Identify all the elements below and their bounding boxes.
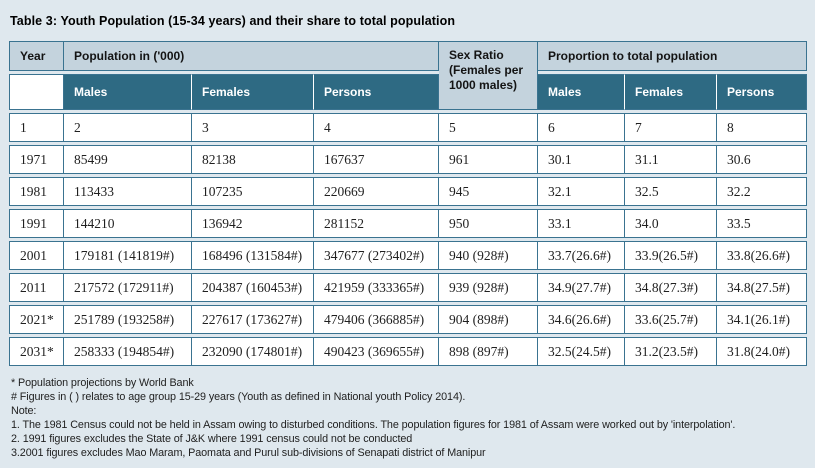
cell-males: 251789 (193258#) [64,305,192,334]
cell-p_persons: 33.5 [717,209,807,238]
footnote-note-label: Note: [11,405,37,417]
cell-p_females: 34.8(27.3#) [625,273,717,302]
cell-p_males: 34.6(26.6#) [538,305,625,334]
cell-sex_ratio: 961 [439,145,538,174]
column-number: 7 [625,113,717,142]
cell-p_males: 33.7(26.6#) [538,241,625,270]
cell-males: 144210 [64,209,192,238]
cell-males: 179181 (141819#) [64,241,192,270]
cell-males: 113433 [64,177,192,206]
footnotes: * Population projections by World Bank #… [11,376,806,460]
column-header-proportion-males: Males [538,74,625,110]
cell-p_females: 33.9(26.5#) [625,241,717,270]
cell-females: 136942 [192,209,314,238]
cell-p_females: 31.2(23.5#) [625,337,717,366]
table-row-2001: 2001 179181 (141819#) 168496 (131584#) 3476… [9,241,807,270]
column-number: 4 [314,113,439,142]
footnote-note-3: 3.2001 figures excludes Mao Maram, Paoma… [11,447,486,459]
cell-females: 107235 [192,177,314,206]
footnote-note-2: 2. 1991 figures excludes the State of J&… [11,433,413,445]
cell-p_persons: 34.8(27.5#) [717,273,807,302]
column-header-proportion-persons: Persons [717,74,807,110]
cell-year: 1981 [9,177,64,206]
cell-p_males: 32.1 [538,177,625,206]
table-row-2011: 2011 217572 (172911#) 204387 (160453#) 4219… [9,273,807,302]
cell-males: 217572 (172911#) [64,273,192,302]
cell-males: 258333 (194854#) [64,337,192,366]
table-row-1971: 1971 85499 82138 167637 961 30.1 31.1 30.6 [9,145,807,174]
table-row-1991: 1991 144210 136942 281152 950 33.1 34.0 33.5 [9,209,807,238]
column-header-year: Year [9,41,64,71]
cell-p_females: 34.0 [625,209,717,238]
youth-population-table: Year Population in ('000) Sex Ratio (Fem… [9,38,807,369]
cell-p_males: 30.1 [538,145,625,174]
cell-p_females: 33.6(25.7#) [625,305,717,334]
header-group-row: Year Population in ('000) Sex Ratio (Fem… [9,41,807,110]
cell-p_persons: 30.6 [717,145,807,174]
column-header-sex-ratio: Sex Ratio (Females per 1000 males) [439,41,538,110]
cell-p_males: 33.1 [538,209,625,238]
cell-p_persons: 34.1(26.1#) [717,305,807,334]
cell-sex_ratio: 950 [439,209,538,238]
cell-females: 232090 (174801#) [192,337,314,366]
table-row-2031: 2031* 258333 (194854#) 232090 (174801#) 490… [9,337,807,366]
column-header-population-females: Females [192,74,314,110]
cell-sex_ratio: 940 (928#) [439,241,538,270]
cell-persons: 220669 [314,177,439,206]
cell-p_males: 32.5(24.5#) [538,337,625,366]
cell-sex_ratio: 939 (928#) [439,273,538,302]
cell-females: 204387 (160453#) [192,273,314,302]
header-sub-row: Males Females Persons Males Females Pers… [9,74,807,110]
footnote-hash: # Figures in ( ) relates to age group 15… [11,391,466,403]
cell-year: 1991 [9,209,64,238]
footnote-note-1: 1. The 1981 Census could not be held in … [11,419,736,431]
cell-persons: 167637 [314,145,439,174]
cell-persons: 479406 (366885#) [314,305,439,334]
cell-persons: 281152 [314,209,439,238]
cell-p_persons: 31.8(24.0#) [717,337,807,366]
column-number: 2 [64,113,192,142]
cell-p_males: 34.9(27.7#) [538,273,625,302]
column-group-proportion: Proportion to total population [538,41,807,71]
cell-females: 227617 (173627#) [192,305,314,334]
cell-p_females: 32.5 [625,177,717,206]
cell-year: 2001 [9,241,64,270]
table-row-2021: 2021* 251789 (193258#) 227617 (173627#) 479… [9,305,807,334]
empty-cell-under-year [9,74,64,110]
cell-persons: 490423 (369655#) [314,337,439,366]
cell-p_persons: 33.8(26.6#) [717,241,807,270]
column-number-row: 1 2 3 4 5 6 7 8 [9,113,807,142]
cell-sex_ratio: 945 [439,177,538,206]
cell-males: 85499 [64,145,192,174]
cell-year: 2031* [9,337,64,366]
column-group-population: Population in ('000) [64,41,439,71]
cell-p_persons: 32.2 [717,177,807,206]
cell-sex_ratio: 904 (898#) [439,305,538,334]
table-row-1981: 1981 113433 107235 220669 945 32.1 32.5 32.2 [9,177,807,206]
data-rows: 1971 85499 82138 167637 961 30.1 31.1 30.6 1981 1… [9,145,807,366]
cell-year: 2011 [9,273,64,302]
cell-sex_ratio: 898 (897#) [439,337,538,366]
footnote-star: * Population projections by World Bank [11,377,194,389]
column-number: 3 [192,113,314,142]
column-header-population-persons: Persons [314,74,439,110]
column-number: 8 [717,113,807,142]
cell-females: 82138 [192,145,314,174]
cell-p_females: 31.1 [625,145,717,174]
column-number: 1 [9,113,64,142]
cell-year: 2021* [9,305,64,334]
cell-persons: 347677 (273402#) [314,241,439,270]
column-number: 5 [439,113,538,142]
column-number: 6 [538,113,625,142]
table-title: Table 3: Youth Population (15-34 years) … [10,14,456,28]
column-header-proportion-females: Females [625,74,717,110]
column-header-population-males: Males [64,74,192,110]
cell-females: 168496 (131584#) [192,241,314,270]
cell-year: 1971 [9,145,64,174]
cell-persons: 421959 (333365#) [314,273,439,302]
